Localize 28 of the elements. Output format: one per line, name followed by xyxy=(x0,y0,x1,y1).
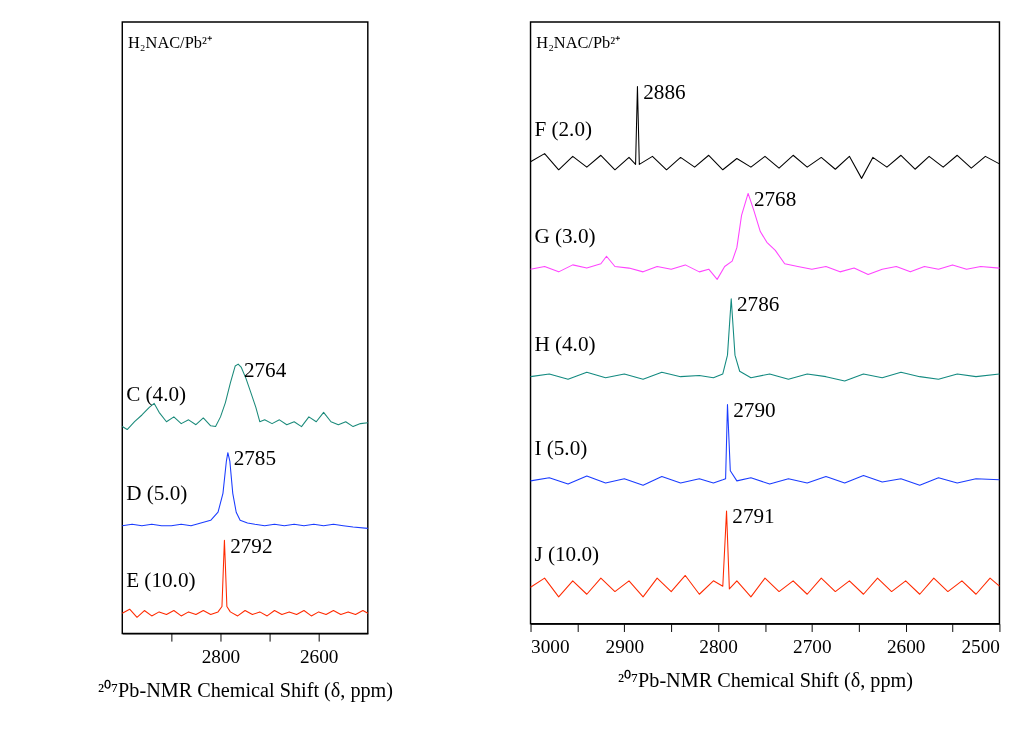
x-tick-label: 2700 xyxy=(793,636,832,658)
series-label: H (4.0) xyxy=(534,331,596,356)
series-label: I (5.0) xyxy=(534,435,588,460)
series-label: G (3.0) xyxy=(534,224,596,249)
annotation: 2791 xyxy=(732,504,775,529)
x-tick-label: 2500 xyxy=(961,636,1000,658)
series-label: E (10.0) xyxy=(126,568,196,593)
annotation: 2786 xyxy=(737,292,780,317)
annotation: 2764 xyxy=(243,357,287,382)
x-axis-title: ²⁰⁷Pb-NMR Chemical Shift (δ, ppm) xyxy=(98,678,394,702)
x-tick-label: 2600 xyxy=(299,645,339,667)
annotation: 2790 xyxy=(733,398,776,423)
text: H₂NAC/Pb²⁺ xyxy=(128,33,213,53)
series-label: C (4.0) xyxy=(126,381,187,406)
x-tick-label: 3000 xyxy=(531,636,570,658)
annotation: 2768 xyxy=(753,186,797,211)
text: H₂NAC/Pb²⁺ xyxy=(536,33,622,53)
x-tick-label: 2800 xyxy=(201,645,241,667)
annotation: 2792 xyxy=(230,533,273,558)
x-tick-label: 2600 xyxy=(886,636,926,658)
series-label: D (5.0) xyxy=(126,480,188,505)
x-axis-title: ²⁰⁷Pb-NMR Chemical Shift (δ, ppm) xyxy=(617,668,913,692)
series-label: J (10.0) xyxy=(534,542,600,567)
annotation: 2785 xyxy=(233,446,276,471)
x-tick-label: 2800 xyxy=(699,636,738,658)
series-label: F (2.0) xyxy=(534,116,593,141)
x-tick-label: 2900 xyxy=(605,636,645,658)
annotation: 2886 xyxy=(643,80,686,105)
